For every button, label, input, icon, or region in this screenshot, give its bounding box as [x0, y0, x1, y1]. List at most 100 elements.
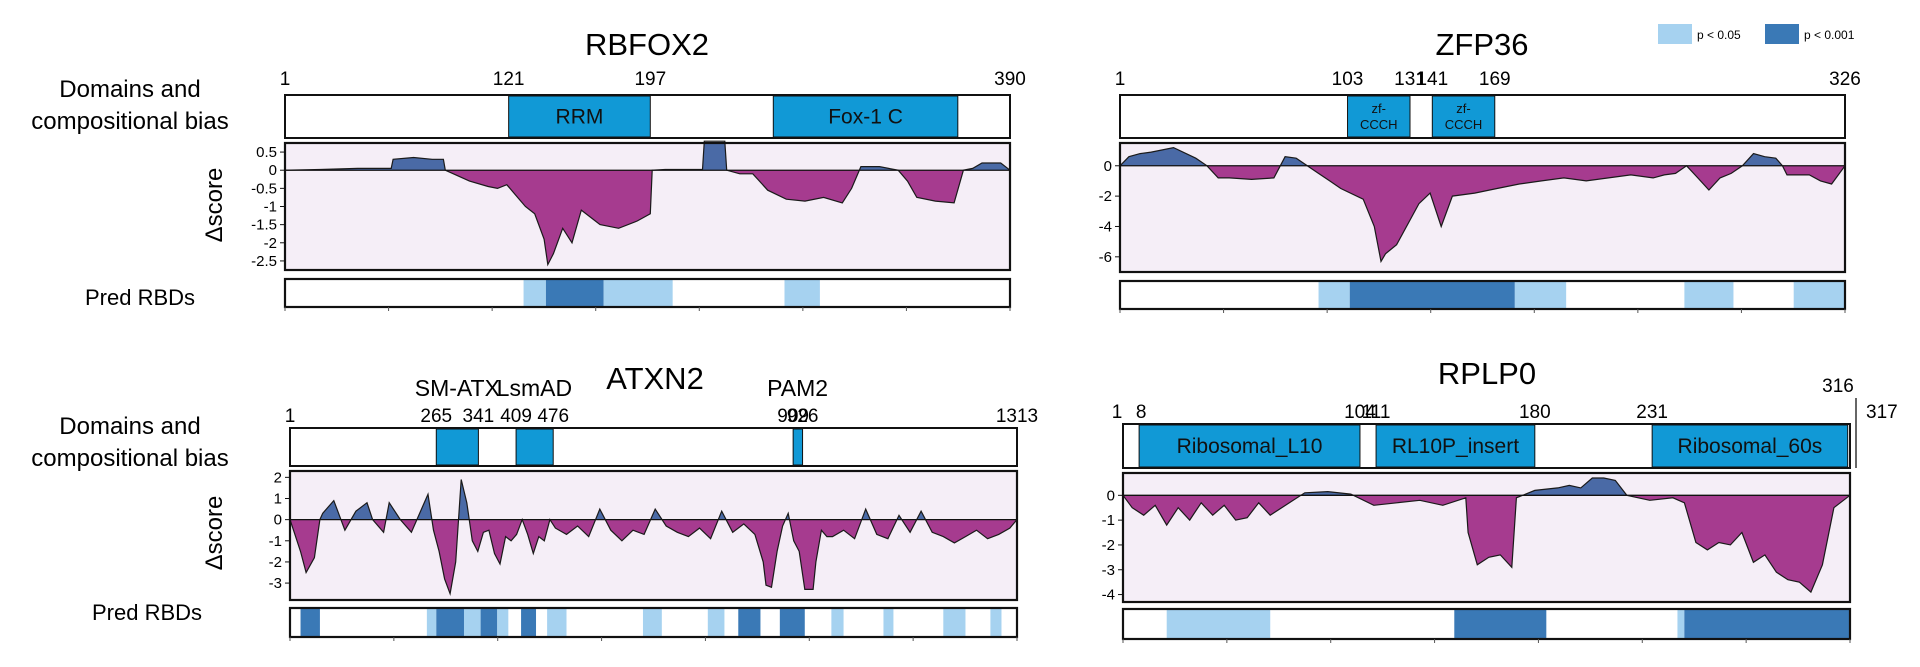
domain-label: Ribosomal_60s — [1678, 435, 1823, 458]
plot-background — [1120, 143, 1845, 272]
rbd-segment — [883, 608, 894, 637]
position-tick-label: 1 — [285, 406, 296, 427]
position-tick-label: 131 — [1394, 69, 1426, 90]
ytick-label: -3 — [269, 575, 282, 592]
ytick-label: -1 — [264, 199, 277, 216]
domains-label-line2: compositional bias — [31, 445, 228, 472]
plot-frame — [288, 469, 1019, 602]
rbd-segment — [831, 608, 844, 637]
row-labels-top: Domains and compositional bias Δscore Pr… — [31, 76, 228, 310]
rbd-segment — [1166, 609, 1271, 639]
rbd-segment — [1684, 609, 1850, 639]
dscore-axis-label: Δscore — [201, 168, 228, 243]
domain-label: zf- — [1456, 101, 1470, 116]
area-negative — [1123, 495, 1850, 593]
ytick-label: -3 — [1102, 562, 1115, 579]
ytick-label: -2 — [264, 235, 277, 252]
position-tick-label: 180 — [1519, 402, 1551, 423]
legend-label-p0001: p < 0.001 — [1804, 28, 1855, 42]
ytick-label: -1 — [269, 533, 282, 550]
position-tick-label: 909 — [777, 406, 809, 427]
rbd-segment — [547, 608, 567, 637]
rbd-segment — [990, 608, 1002, 637]
rbd-segment — [642, 608, 662, 637]
rbd-segment — [463, 608, 481, 637]
legend-swatch-p0001 — [1765, 24, 1799, 44]
position-tick-label: 141 — [1416, 69, 1448, 90]
position-tick-label: 1 — [280, 69, 291, 90]
domain-label: Ribosomal_L10 — [1177, 435, 1323, 458]
score-line — [289, 479, 1018, 596]
ytick-label: -1.5 — [251, 217, 277, 234]
ytick-label: 0 — [1107, 487, 1115, 504]
domain-block — [1138, 424, 1361, 468]
ytick-label: -2 — [269, 554, 282, 571]
ytick-label: -2 — [1102, 537, 1115, 554]
ytick-label: -2.5 — [251, 253, 277, 270]
position-tick-label: 409 — [500, 406, 532, 427]
ytick-label: 0 — [269, 162, 277, 179]
domain-label: CCCH — [1360, 117, 1398, 132]
rbd-segment — [497, 608, 509, 637]
legend-swatch-p005 — [1658, 24, 1692, 44]
pred-rbds-label: Pred RBDs — [85, 285, 195, 310]
position-tick-label: 231 — [1636, 402, 1668, 423]
ytick-label: -0.5 — [251, 180, 277, 197]
rbd-segment — [1318, 281, 1350, 309]
rbd-segment — [545, 279, 604, 307]
rbd-segment — [943, 608, 966, 637]
ytick-label: -4 — [1099, 218, 1112, 235]
position-tick-label: 265 — [420, 406, 452, 427]
position-tick-label: 926 — [787, 406, 819, 427]
dscore-axis-label: Δscore — [201, 496, 228, 571]
rbd-segment — [1684, 281, 1734, 309]
position-tick-label: 169 — [1479, 69, 1511, 90]
rbd-segment — [707, 608, 725, 637]
domain-annotation: SM-ATX — [415, 375, 500, 401]
position-tick-label: 317 — [1866, 402, 1898, 423]
rbd-segment — [1793, 281, 1845, 309]
rbd-track-frame — [283, 277, 1012, 309]
row-labels-bottom: Domains and compositional bias Δscore Pr… — [31, 413, 228, 625]
plot-frame — [1118, 141, 1847, 274]
panel-title: RPLP0 — [1438, 356, 1536, 391]
domain-block — [1651, 424, 1849, 468]
legend-label-p005: p < 0.05 — [1697, 28, 1741, 42]
rbd-segment — [436, 608, 464, 637]
position-tick-label: 316 — [1822, 376, 1854, 397]
domains-label-line1: Domains and — [59, 413, 200, 440]
position-tick-label: 1313 — [996, 406, 1038, 427]
rbd-segment — [603, 279, 673, 307]
domain-block — [772, 95, 959, 138]
domain-block — [1347, 95, 1411, 138]
ytick-label: 0 — [274, 512, 282, 529]
panel-title: ATXN2 — [606, 361, 704, 396]
domain-block — [1431, 95, 1496, 138]
domain-label: zf- — [1372, 101, 1386, 116]
area-positive — [1120, 147, 1783, 166]
rbd-segment — [521, 608, 537, 637]
ytick-label: 0 — [1104, 158, 1112, 175]
position-tick-label: 104 — [1344, 402, 1376, 423]
domain-block — [792, 428, 804, 466]
domain-annotation: LsmAD — [497, 375, 572, 401]
panel-rbfox2: RBFOX2 1 121 197 390 RRM Fox-1 C 0.50-0.5 -1-1.5… — [251, 27, 1026, 311]
rbd-track-frame — [1121, 607, 1852, 641]
rbd-segment — [738, 608, 761, 637]
rbd-segment — [1454, 609, 1547, 639]
position-tick-label: 197 — [634, 69, 666, 90]
area-negative — [290, 519, 1017, 594]
ytick-label: 2 — [274, 469, 282, 486]
domain-annotation: PAM2 — [767, 375, 828, 401]
ytick-label: -2 — [1099, 188, 1112, 205]
domains-label-line1: Domains and — [59, 76, 200, 103]
score-line — [1122, 477, 1851, 594]
domain-block — [435, 428, 479, 466]
ytick-label: -4 — [1102, 587, 1115, 604]
rbd-segment — [426, 608, 437, 637]
rbd-segment — [300, 608, 320, 637]
plot-frame — [1121, 471, 1852, 604]
